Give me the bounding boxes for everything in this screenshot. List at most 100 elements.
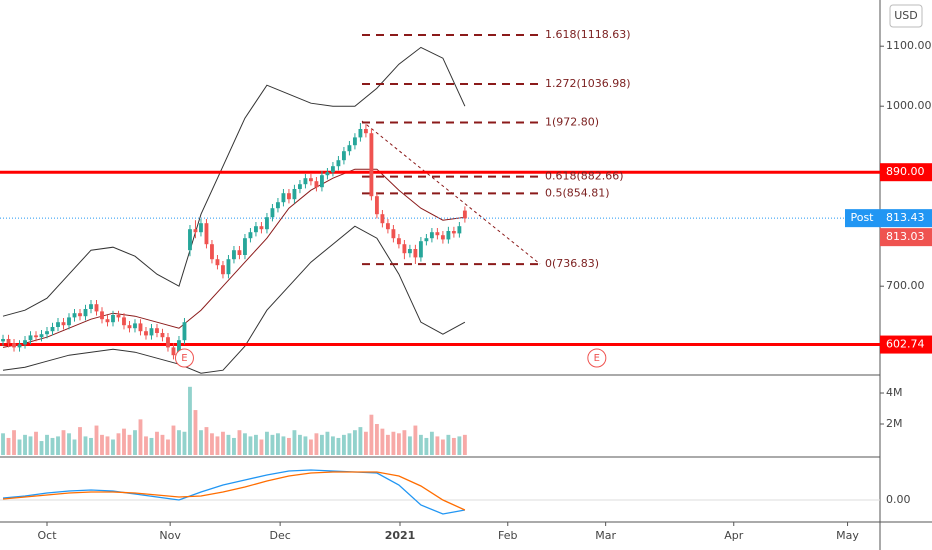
volume-bar [72,439,77,455]
plot: Oct Nov Dec 2021 Feb Mar Apr May 1100.00 1000.00 7… [0,28,932,542]
candle-body [166,337,170,348]
candle-body [320,175,324,188]
volume-bar [28,436,33,455]
candle-body [39,334,44,338]
candle-body [292,189,297,200]
volume-bar [1,433,5,455]
candle-body [440,235,445,240]
candle-body [215,259,220,266]
earnings-label: E [181,353,187,364]
candle-body [61,322,66,326]
volume-bar [89,437,93,455]
candle-body [358,129,363,138]
candle-body [28,335,33,341]
volume-bar [226,434,231,455]
last-price-box [880,228,932,247]
candle-body [210,244,214,260]
volume-bar [418,434,423,455]
fib-label: 0(736.83) [545,257,599,270]
candle-body [325,172,330,176]
x-tick-label: Mar [595,529,616,542]
volume-tick-label: 2M [886,417,903,430]
volume-bar [292,430,297,455]
candle-body [237,250,242,255]
indicator-line [2,46,466,317]
volume-bar [243,433,247,455]
volume-bar [341,434,346,455]
volume-bar [56,436,60,455]
x-tick-label: Nov [159,529,181,542]
volume-bar [23,434,27,455]
candle-body [221,265,225,275]
candle-body [188,229,192,251]
candle-body [56,322,60,327]
x-tick-label: May [836,529,859,542]
candle-body [182,322,187,341]
candle-body [298,184,302,189]
candle-body [347,145,352,152]
candle-body [281,193,286,203]
candle-body [259,226,264,230]
candle-body [72,313,77,318]
candle-body [23,340,27,345]
fib-label: 1.272(1036.98) [545,77,631,90]
volume-bar [330,436,335,455]
volume-bar [122,428,126,455]
candle-body [105,319,110,323]
volume-bar [39,441,44,455]
candle-body [78,313,82,317]
volume-bar [248,436,253,455]
candle-body [287,193,291,200]
indicator-line [2,168,465,348]
candle-body [6,339,11,344]
x-tick-label: Dec [269,529,290,542]
macd-tick-label: 0.00 [886,493,911,506]
volume-bar [385,434,390,455]
candle-body [270,208,275,218]
candle-body [424,238,429,242]
level-label: 890.00 [886,165,925,178]
candle-body [50,327,55,332]
volume-bar [391,431,396,455]
volume-bar [138,419,143,455]
candle-body [34,335,38,338]
earnings-marker [174,348,194,368]
volume-bar [352,430,357,455]
candle-body [314,181,319,188]
candle-body [193,229,198,233]
volume-bar [78,427,82,455]
candle-body [429,232,434,239]
candle-body [144,331,148,336]
volume-bar [259,439,264,455]
level-label-box [880,163,932,182]
post-tag: Post [850,211,874,224]
volume-bar [199,430,203,455]
y-tick-label: 1100.00 [886,39,932,52]
volume-bar [358,427,363,455]
volume-bar [347,433,352,455]
candle-body [385,223,390,230]
volume-bar [424,437,429,455]
candle-body [248,232,253,239]
candle-body [171,347,176,356]
fib-label: 0.5(854.81) [545,186,610,199]
volume-bar [320,434,324,455]
volume-bar [94,425,99,455]
currency-box[interactable] [889,4,923,28]
volume-bar [221,431,225,455]
candle-body [160,333,165,338]
volume-bar [309,439,313,455]
volume-bar [363,431,368,455]
volume-bar [210,433,214,455]
x-tick-label: 2021 [385,529,416,542]
volume-bar [111,439,115,455]
volume-bar [254,434,258,455]
macd-line [2,471,466,511]
volume-bar [336,437,341,455]
volume-bar [45,434,49,455]
x-tick-label: Oct [37,529,57,542]
volume-bar [232,437,236,455]
post-tag-box [845,209,880,228]
candle-body [391,229,396,239]
